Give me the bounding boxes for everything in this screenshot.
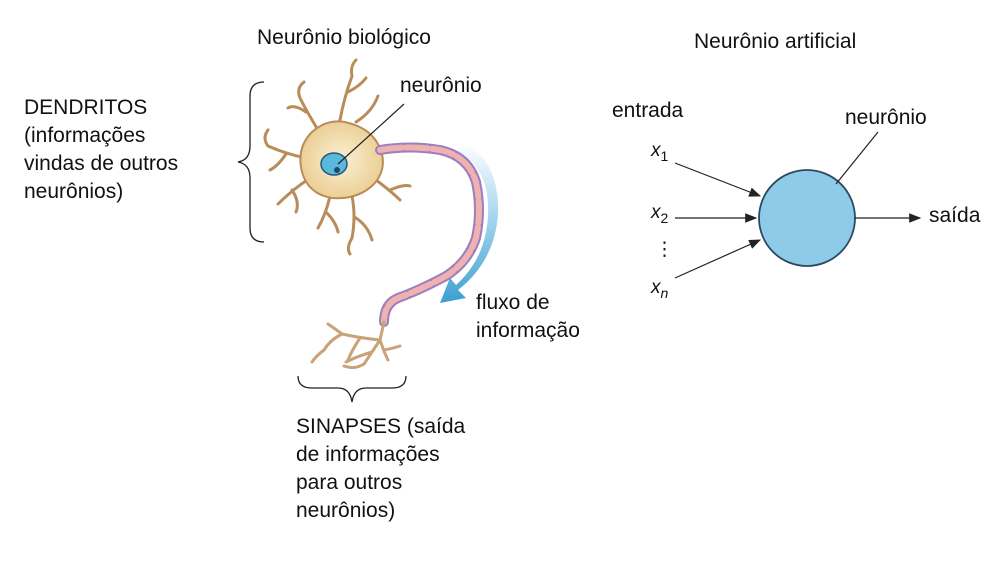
nucleus: [320, 152, 348, 176]
bio-neuron-label: neurônio: [400, 74, 482, 97]
input-arrow-n: [674, 239, 762, 279]
flow-label: fluxo de informação: [476, 289, 580, 345]
flow-arrow: [440, 142, 499, 303]
artificial-neuron-leader: [835, 131, 879, 185]
dendrites-line-4: neurônios): [24, 180, 124, 203]
dendrites-line-3: vindas de outros: [24, 152, 179, 175]
synapses-brace: [297, 375, 407, 403]
input-arrow-1: [674, 162, 762, 197]
flow-line-1: fluxo de: [476, 291, 550, 314]
input-label: entrada: [612, 99, 684, 122]
input-xn: xn: [651, 277, 669, 301]
dendrite-branches: [263, 58, 412, 256]
input-x1: x1: [651, 140, 669, 164]
synapses-line-3: para outros: [296, 471, 403, 494]
output-label: saída: [929, 204, 981, 227]
input-ellipsis: ⋮: [655, 239, 674, 260]
synapses-label: SINAPSES (saída de informações para outr…: [296, 413, 465, 525]
dendrites-label: DENDRITOS (informações vindas de outros …: [24, 94, 178, 206]
bio-title: Neurônio biológico: [257, 26, 431, 49]
flow-line-2: informação: [476, 319, 580, 342]
dendrites-line-1: DENDRITOS: [24, 96, 148, 119]
axon-myelin: [377, 144, 482, 325]
dendrites-brace: [237, 81, 265, 243]
dendrites-line-2: (informações: [24, 124, 146, 147]
nucleolus: [334, 167, 340, 173]
axon-terminals: [310, 320, 402, 370]
axon: [375, 142, 484, 327]
artificial-neuron-label: neurônio: [845, 106, 927, 129]
input-x2: x2: [651, 202, 669, 226]
synapses-line-1: SINAPSES (saída: [296, 415, 466, 438]
artificial-title: Neurônio artificial: [694, 30, 857, 53]
artificial-neuron-circle: [758, 169, 856, 267]
synapses-line-4: neurônios): [296, 499, 396, 522]
bio-neuron-leader: [337, 103, 405, 165]
synapses-line-2: de informações: [296, 443, 440, 466]
